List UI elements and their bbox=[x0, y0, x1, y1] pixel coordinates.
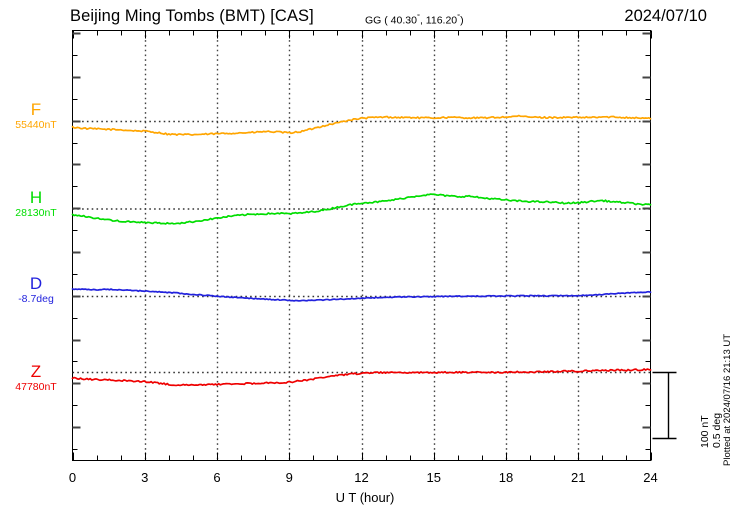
x-tick-label: 9 bbox=[285, 470, 293, 485]
trace-baseline-d: -8.7deg bbox=[18, 293, 54, 305]
plotted-at-label: Plotted at 2024/07/16 21:13 UT bbox=[722, 333, 730, 466]
trace-label-d: D -8.7deg bbox=[0, 274, 72, 306]
y-axis-ticks bbox=[72, 32, 651, 450]
x-tick-label: 12 bbox=[354, 470, 369, 485]
page-title: Beijing Ming Tombs (BMT) [CAS] bbox=[70, 7, 314, 25]
trace-baseline-h: 28130nT bbox=[15, 207, 57, 219]
x-tick-label: 3 bbox=[141, 470, 149, 485]
trace-component-h: H bbox=[29, 188, 43, 207]
x-tick-label: 24 bbox=[643, 470, 658, 485]
plot-frame bbox=[72, 30, 651, 461]
x-tick-label: 21 bbox=[571, 470, 586, 485]
trace-line-h bbox=[71, 193, 652, 225]
x-tick-label: 15 bbox=[426, 470, 441, 485]
geo-mid: , 116.20 bbox=[419, 14, 458, 27]
trace-component-z: Z bbox=[30, 362, 42, 381]
x-tick-label: 6 bbox=[213, 470, 221, 485]
chart-header: Beijing Ming Tombs (BMT) [CAS] GG ( 40.3… bbox=[0, 0, 730, 32]
observation-date: 2024/07/10 bbox=[624, 7, 707, 25]
trace-line-f bbox=[71, 114, 652, 136]
trace-label-h: H 28130nT bbox=[0, 188, 72, 220]
geographic-coordinates: GG ( 40.30°, 116.20°) bbox=[365, 12, 464, 27]
trace-baseline-z: 47780nT bbox=[15, 381, 57, 393]
degree-symbol-lon: ° bbox=[457, 12, 461, 21]
scale-bar-label: 100 nT 0.5 deg bbox=[699, 413, 723, 448]
vertical-gridlines bbox=[144, 30, 580, 461]
trace-line-z bbox=[71, 368, 652, 387]
trace-label-z: Z 47780nT bbox=[0, 362, 72, 394]
trace-component-f: F bbox=[30, 100, 42, 119]
trace-baselines bbox=[72, 120, 651, 374]
trace-baseline-f: 55440nT bbox=[15, 119, 57, 131]
trace-line-d bbox=[71, 288, 652, 302]
data-traces bbox=[71, 114, 652, 387]
geo-prefix: GG ( 40.30 bbox=[365, 14, 417, 27]
scale-bar-line1: 100 nT bbox=[699, 415, 711, 448]
trace-label-f: F 55440nT bbox=[0, 100, 72, 132]
x-axis-title: U T (hour) bbox=[335, 490, 395, 505]
x-tick-label: 18 bbox=[498, 470, 514, 485]
degree-symbol-lat: ° bbox=[416, 12, 420, 21]
geo-suffix: ) bbox=[460, 14, 464, 27]
trace-component-d: D bbox=[29, 274, 43, 293]
x-axis-ticks bbox=[73, 30, 652, 461]
scale-bar bbox=[652, 371, 677, 440]
x-tick-label: 0 bbox=[68, 470, 77, 485]
